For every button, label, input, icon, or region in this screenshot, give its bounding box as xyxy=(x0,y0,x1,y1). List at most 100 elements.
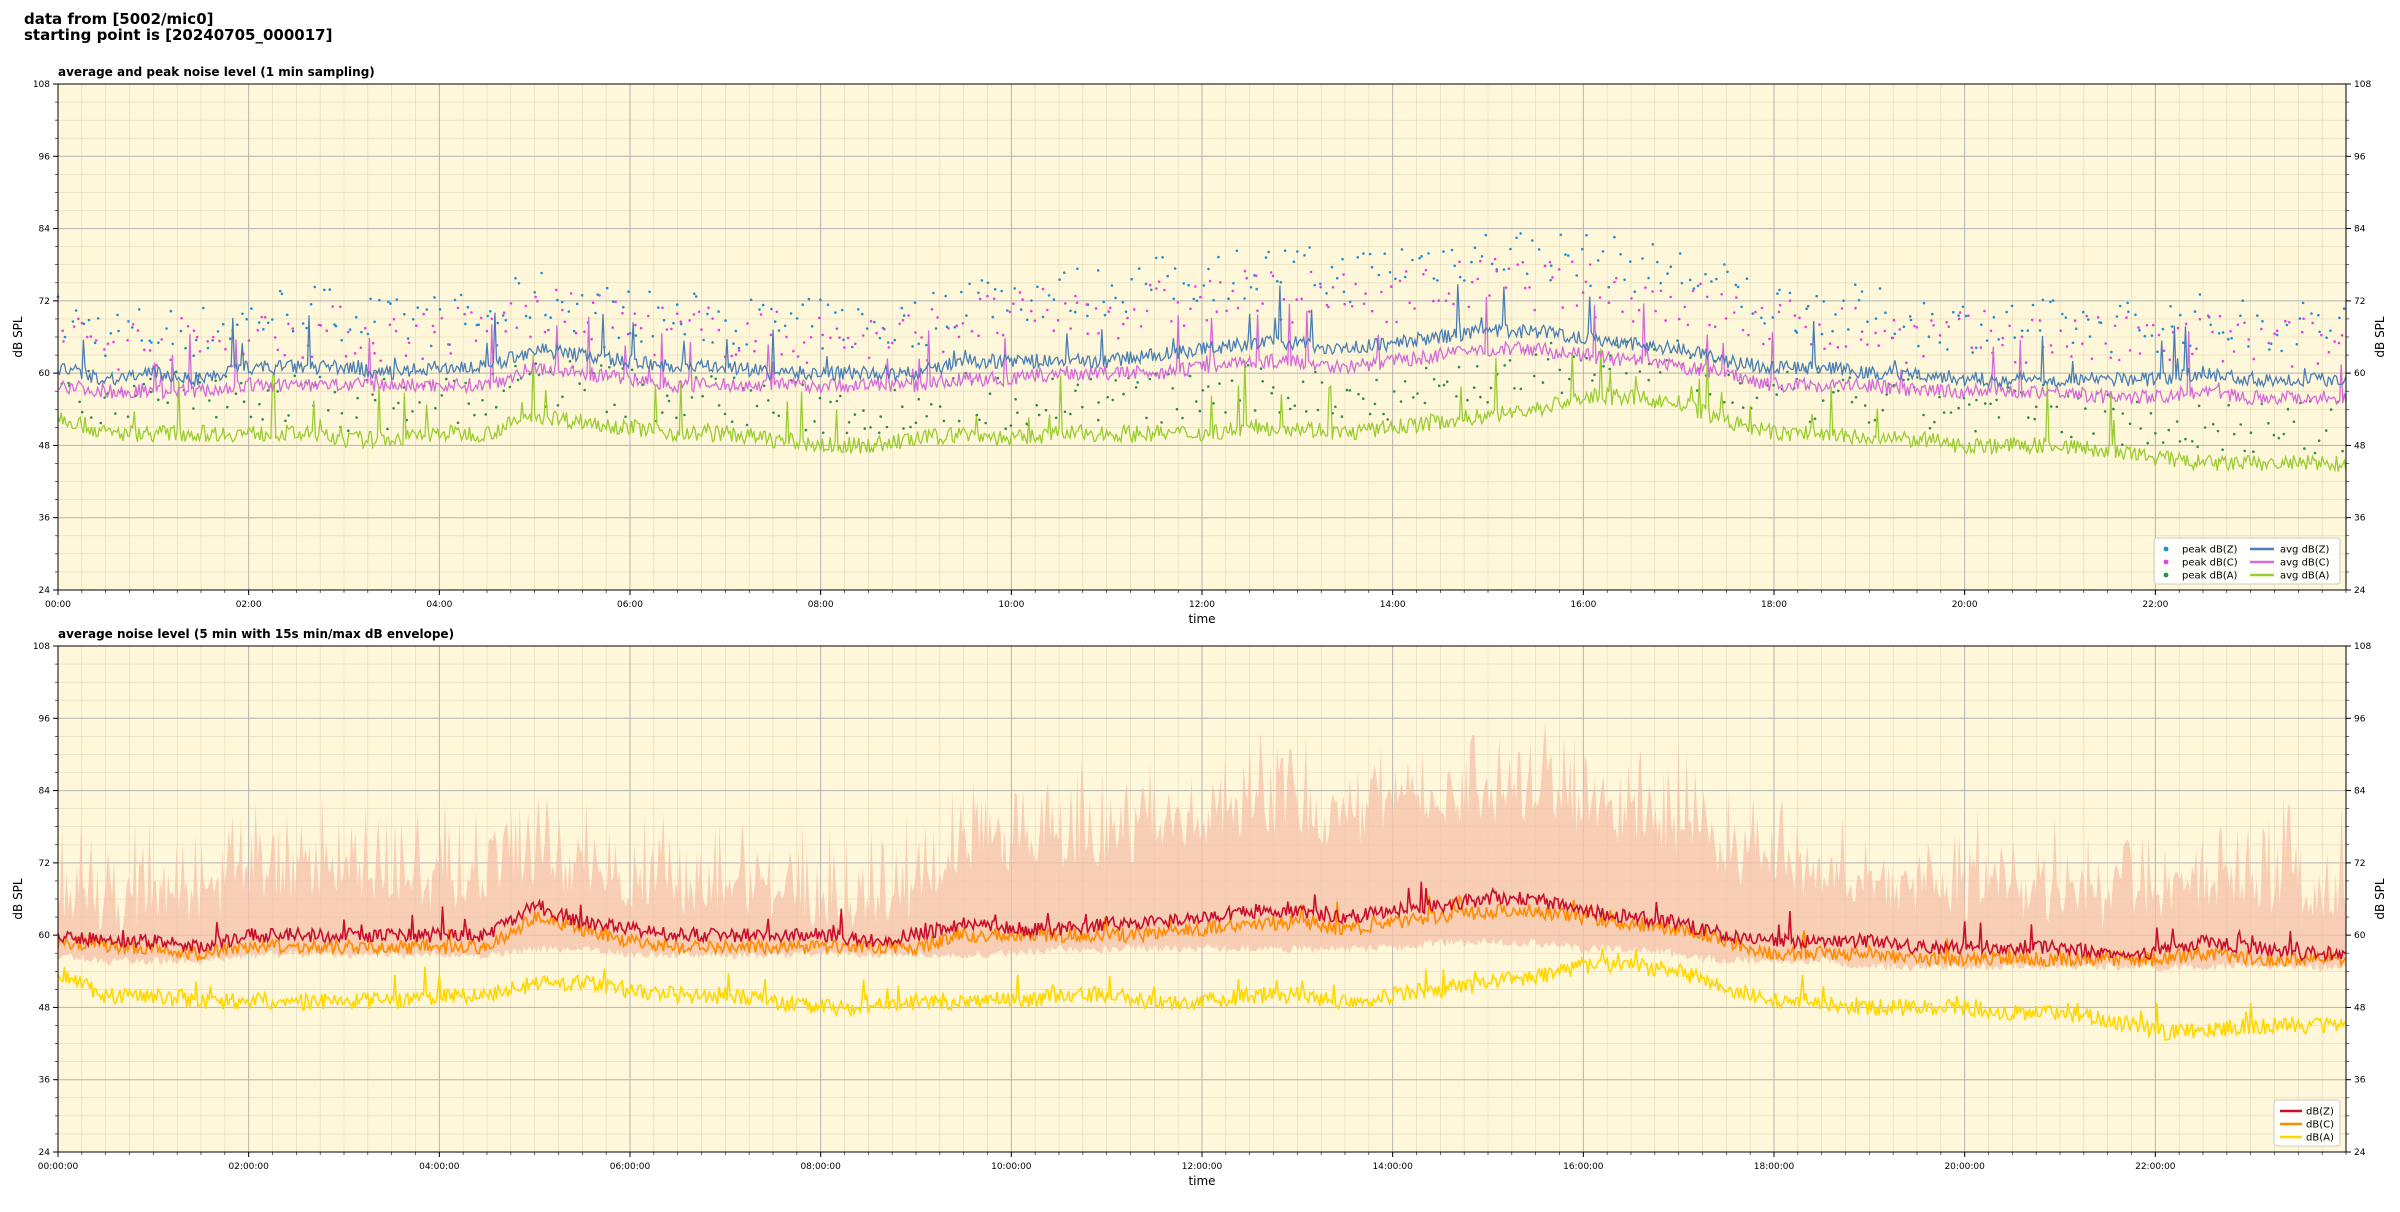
data-point xyxy=(1928,426,1932,430)
data-point xyxy=(2247,338,2250,341)
data-point xyxy=(730,354,733,358)
data-point xyxy=(1348,389,1352,392)
data-point xyxy=(226,405,229,409)
data-point xyxy=(1398,279,1402,283)
legend-label: dB(Z) xyxy=(2306,1107,2334,1118)
data-point xyxy=(700,328,703,331)
data-point xyxy=(1390,285,1393,288)
data-point xyxy=(2060,430,2064,434)
data-point xyxy=(2113,324,2117,328)
data-point xyxy=(1395,320,1398,324)
data-point xyxy=(1745,277,1749,280)
data-point xyxy=(93,341,97,345)
data-point xyxy=(594,311,597,315)
data-point xyxy=(1392,390,1396,393)
data-point xyxy=(1906,378,1910,381)
data-point xyxy=(347,429,350,433)
data-point xyxy=(1983,402,1987,405)
data-point xyxy=(501,314,505,317)
data-point xyxy=(938,405,942,408)
data-point xyxy=(1033,319,1037,323)
data-point xyxy=(1388,271,1392,274)
data-point xyxy=(1471,280,1474,284)
y-tick-label: 48 xyxy=(2354,441,2366,451)
data-point xyxy=(284,419,287,423)
legend-label: avg dB(C) xyxy=(2280,558,2330,569)
data-point xyxy=(730,420,734,424)
data-point xyxy=(1308,246,1311,249)
data-point xyxy=(1148,377,1152,381)
data-point xyxy=(1041,287,1045,291)
data-point xyxy=(1199,295,1202,299)
data-point xyxy=(1658,371,1662,374)
data-point xyxy=(2170,325,2174,328)
data-point xyxy=(2020,329,2024,333)
data-point xyxy=(1340,415,1344,418)
data-point xyxy=(683,413,686,417)
data-point xyxy=(2285,323,2289,327)
data-point xyxy=(71,320,75,323)
data-point xyxy=(224,347,227,351)
data-point xyxy=(2027,416,2030,419)
x-tick-label: 20:00:00 xyxy=(1944,1162,1985,1172)
data-point xyxy=(1400,248,1404,251)
x-tick-label: 04:00 xyxy=(426,600,452,610)
data-point xyxy=(1531,239,1534,242)
data-point xyxy=(1913,324,1916,328)
data-point xyxy=(1490,262,1494,266)
data-point xyxy=(2206,314,2210,318)
data-point xyxy=(901,318,905,322)
data-point xyxy=(1504,286,1508,289)
data-point xyxy=(913,301,917,304)
x-tick-label: 18:00 xyxy=(1761,600,1787,610)
data-point xyxy=(2249,431,2253,435)
data-point xyxy=(2081,342,2084,346)
data-point xyxy=(608,365,611,369)
data-point xyxy=(2074,327,2078,331)
data-point xyxy=(1107,310,1110,313)
data-point xyxy=(1282,297,1286,301)
data-point xyxy=(1054,416,1058,420)
data-point xyxy=(194,338,198,342)
data-point xyxy=(1052,329,1056,333)
data-point xyxy=(356,396,359,400)
data-point xyxy=(1873,418,1877,422)
data-point xyxy=(1037,413,1041,417)
data-point xyxy=(1150,288,1153,292)
data-point xyxy=(1018,291,1022,294)
data-point xyxy=(1476,277,1480,281)
data-point xyxy=(988,392,992,396)
data-point xyxy=(2184,437,2187,441)
data-point xyxy=(1589,284,1592,288)
data-point xyxy=(1775,393,1778,396)
data-point xyxy=(1343,302,1346,306)
chart-title: average noise level (5 min with 15s min/… xyxy=(58,627,454,641)
data-point xyxy=(917,342,920,346)
data-point xyxy=(1403,275,1407,279)
x-tick-label: 14:00 xyxy=(1380,600,1406,610)
data-point xyxy=(2325,336,2328,340)
data-point xyxy=(1418,256,1421,260)
data-point xyxy=(2327,350,2331,354)
data-point xyxy=(136,329,140,332)
data-point xyxy=(1137,267,1141,270)
data-point xyxy=(1293,404,1297,408)
x-tick-label: 18:00:00 xyxy=(1754,1162,1795,1172)
data-point xyxy=(2184,322,2188,326)
data-point xyxy=(1327,305,1330,309)
data-point xyxy=(942,419,946,423)
data-point xyxy=(1822,300,1825,303)
data-point xyxy=(2030,318,2034,322)
data-point xyxy=(961,322,965,325)
data-point xyxy=(1489,386,1493,390)
data-point xyxy=(688,319,691,322)
chart-title: average and peak noise level (1 min samp… xyxy=(58,65,375,79)
data-point xyxy=(1368,412,1372,416)
data-point xyxy=(250,307,253,310)
data-point xyxy=(838,336,841,339)
data-point xyxy=(103,396,106,399)
data-point xyxy=(861,312,864,316)
data-point xyxy=(411,318,415,321)
data-point xyxy=(567,310,571,313)
data-point xyxy=(131,326,134,329)
